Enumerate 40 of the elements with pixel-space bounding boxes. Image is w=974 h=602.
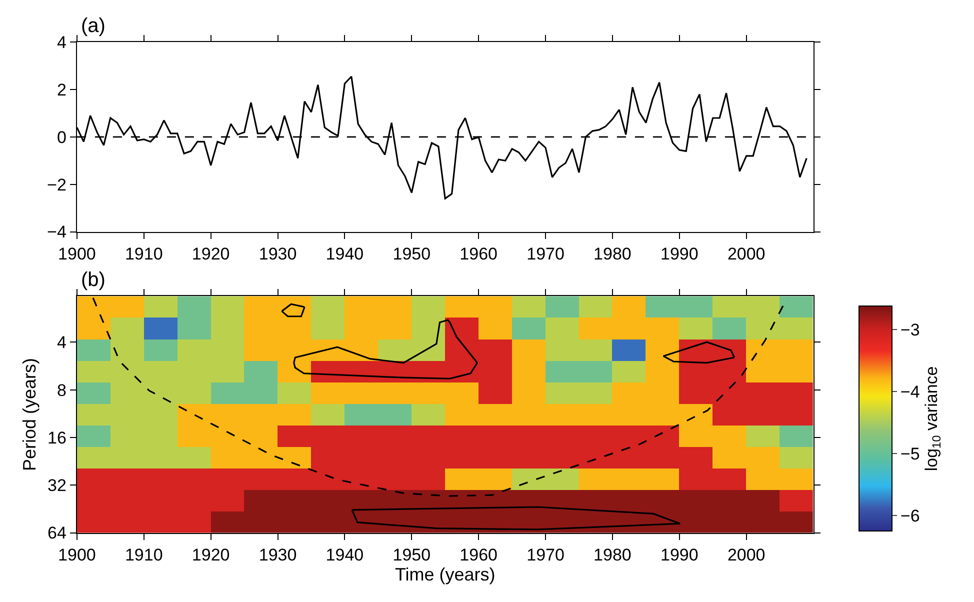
x-axis-title: Time (years) bbox=[394, 564, 496, 584]
x-tick-label: 1920 bbox=[192, 545, 230, 564]
x-tick-label: 1990 bbox=[660, 244, 698, 264]
x-tick-label: 1950 bbox=[392, 545, 431, 564]
x-tick-label: 1920 bbox=[192, 244, 230, 264]
x-tick-label: 1900 bbox=[58, 244, 96, 264]
x-tick-label: 1930 bbox=[258, 545, 297, 564]
color-bar-label: −4 bbox=[900, 382, 920, 402]
x-tick-label: 1960 bbox=[460, 545, 498, 564]
color-bar-label: −5 bbox=[900, 444, 920, 464]
y-tick-label: 2 bbox=[56, 80, 66, 100]
x-tick-label: 2000 bbox=[727, 545, 766, 564]
chart-title: (a) bbox=[81, 15, 106, 37]
y-axis-title: Period (years) bbox=[20, 358, 40, 471]
y-tick-label: −2 bbox=[47, 175, 66, 194]
y-tick-label: −4 bbox=[47, 222, 66, 242]
x-tick-label: 1900 bbox=[58, 545, 96, 564]
x-tick-label: 1960 bbox=[460, 244, 498, 264]
x-tick-label: 1940 bbox=[326, 545, 364, 564]
y-tick-label: 16 bbox=[48, 428, 66, 448]
y-tick-label: 64 bbox=[48, 524, 66, 543]
y-tick-label: 8 bbox=[56, 380, 66, 400]
x-tick-label: 1910 bbox=[124, 244, 163, 264]
x-tick-label: 1970 bbox=[526, 545, 564, 564]
y-tick-label: 4 bbox=[56, 333, 66, 352]
color-bar-label: −6 bbox=[900, 506, 920, 526]
x-tick-label: 1910 bbox=[124, 545, 163, 564]
y-tick-label: 32 bbox=[48, 476, 66, 496]
x-tick-label: 1970 bbox=[526, 244, 564, 264]
x-tick-label: 1950 bbox=[392, 244, 431, 264]
x-tick-label: 1980 bbox=[594, 545, 632, 564]
color-bar-label: −3 bbox=[900, 320, 920, 340]
chart-title: (b) bbox=[81, 269, 106, 291]
x-tick-label: 2000 bbox=[727, 244, 766, 264]
y-tick-label: 0 bbox=[56, 128, 66, 147]
x-tick-label: 1930 bbox=[258, 244, 297, 264]
y-tick-label: 4 bbox=[56, 33, 66, 52]
x-tick-label: 1940 bbox=[326, 244, 364, 264]
x-tick-label: 1990 bbox=[660, 545, 698, 564]
x-tick-label: 1980 bbox=[594, 244, 632, 264]
